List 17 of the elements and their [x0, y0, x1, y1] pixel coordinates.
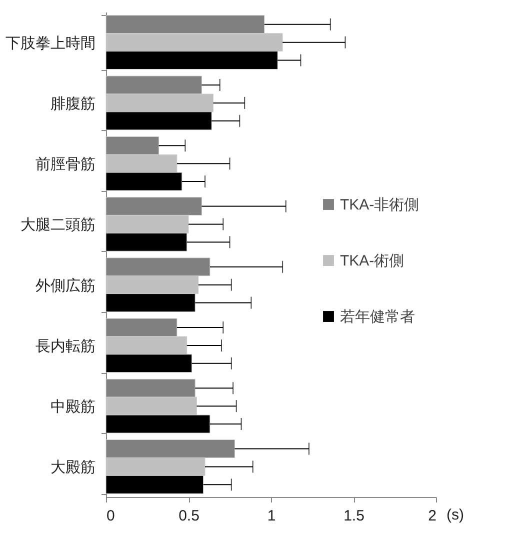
- x-tick-label: 1: [267, 508, 276, 524]
- y-tick-label: 外側広筋: [36, 277, 96, 294]
- y-tick-label: 大腿二頭筋: [20, 216, 96, 234]
- x-axis-title: (s): [446, 506, 464, 524]
- x-tick-label: 2: [428, 508, 436, 524]
- legend-label: 若年健常者: [340, 308, 415, 326]
- y-tick-label: 前脛骨筋: [36, 156, 96, 174]
- legend-label: TKA-非術側: [340, 196, 420, 214]
- y-tick-label: 長内転筋: [36, 338, 96, 355]
- y-tick-label: 下肢拳上時間: [6, 34, 96, 52]
- x-tick-label: 0.5: [178, 508, 200, 524]
- x-tick-label: 0: [106, 508, 115, 524]
- legend-label: TKA-術側: [340, 252, 404, 270]
- x-tick-label: 1.5: [344, 508, 364, 524]
- y-tick-label: 中殿筋: [50, 398, 96, 416]
- y-tick-label: 大殿筋: [50, 459, 96, 476]
- y-tick-label: 腓腹筋: [50, 95, 96, 112]
